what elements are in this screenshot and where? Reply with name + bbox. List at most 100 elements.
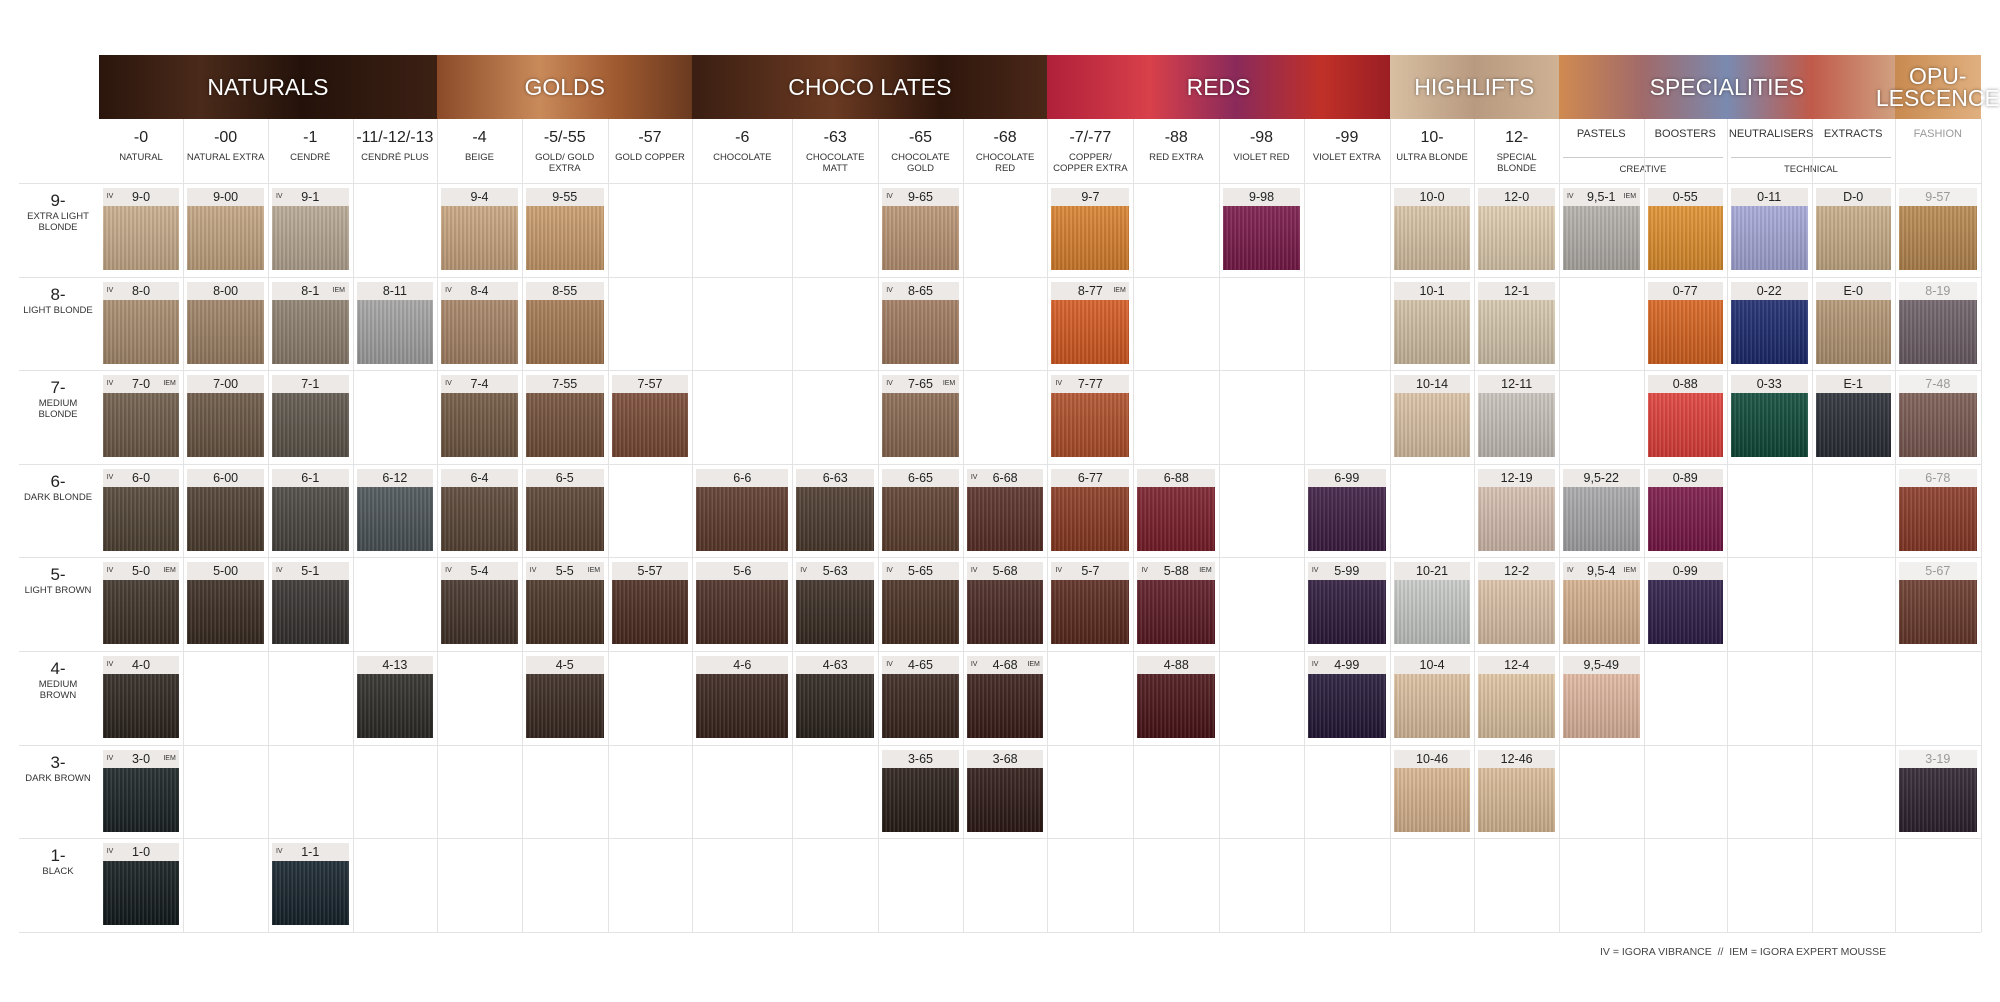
swatch-tag: IV [886, 380, 893, 388]
swatch-label: 7-4 [441, 375, 518, 394]
column-name: CHOCOLATE MATT [806, 152, 865, 174]
swatch-label: 0-77 [1647, 281, 1723, 300]
swatch [1898, 580, 1977, 645]
group-header: REDS [1047, 55, 1390, 119]
column-name: SPECIAL BLONDE [1496, 152, 1537, 174]
row-divider [19, 838, 1981, 840]
group-header: NATURALS [98, 55, 438, 119]
swatch-label: 6-99 [1307, 468, 1386, 487]
swatch [102, 861, 180, 926]
subgroup-label: TECHNICAL [1730, 157, 1891, 175]
swatch [1898, 206, 1977, 270]
column-code: -98 [1249, 129, 1274, 146]
column-code: -6 [735, 129, 750, 146]
swatch [1137, 674, 1216, 738]
swatch-label: 6-78 [1898, 468, 1977, 487]
swatch [525, 674, 604, 738]
swatch-tag: IV [886, 193, 893, 200]
row-name: EXTRA LIGHT BLONDE [27, 211, 89, 233]
swatch [1730, 393, 1808, 458]
column-code: -11/-12/-13 [356, 129, 434, 146]
swatch [611, 580, 689, 645]
swatch [525, 206, 604, 270]
column-code: 12- [1505, 129, 1529, 146]
column-code: -57 [638, 129, 662, 146]
swatch-label: 12-11 [1478, 375, 1555, 394]
group-header: GOLDS [437, 55, 693, 119]
swatch [441, 393, 518, 458]
swatch-label: 5-65 [882, 562, 959, 581]
swatch-tag: IV [970, 473, 978, 481]
swatch-label: 9-00 [187, 188, 264, 206]
column-divider [792, 119, 794, 932]
swatch-tag: IV [106, 754, 114, 762]
swatch [1223, 206, 1300, 270]
swatch-label: 9-7 [1051, 188, 1130, 206]
column-name: CHOCOLATE RED [975, 152, 1035, 174]
column-code: -1 [303, 129, 318, 146]
swatch-label: 0-88 [1647, 375, 1723, 394]
group-header: OPU-LESCENCE [1876, 55, 2000, 119]
swatch-tag: IEM [163, 380, 176, 388]
swatch-tag: IEM [332, 286, 346, 294]
column-divider [437, 119, 439, 932]
swatch-tag: IEM [163, 754, 176, 762]
column-divider [878, 119, 880, 932]
swatch-label: 4-6 [696, 656, 789, 674]
swatch [1647, 206, 1723, 270]
swatch [882, 674, 959, 738]
row-divider [19, 651, 1981, 652]
row-name: MEDIUM BROWN [38, 679, 78, 701]
swatch-tag: IV [970, 661, 978, 668]
swatch-label: 8-4 [441, 281, 518, 300]
row-name: MEDIUM BLONDE [38, 398, 78, 421]
swatch-label: 9-1 [271, 188, 349, 206]
column-name: BOOSTERS [1654, 128, 1716, 140]
swatch-tag: IV [275, 848, 283, 856]
swatch [796, 674, 875, 738]
row-level: 9- [50, 191, 66, 210]
swatch [271, 206, 349, 270]
swatch-tag: IEM [1027, 661, 1040, 668]
row-name: LIGHT BROWN [24, 585, 92, 597]
swatch [187, 580, 264, 645]
swatch-label: 5-0 [102, 562, 180, 581]
row-divider [19, 931, 1981, 933]
legend: IV = IGORA VIBRANCE // IEM = IGORA EXPER… [1600, 946, 1887, 958]
swatch-label: 4-65 [882, 656, 959, 674]
swatch-tag: IV [886, 661, 893, 668]
swatch [102, 393, 180, 458]
swatch-label: 0-33 [1730, 375, 1808, 394]
swatch-tag: IV [970, 567, 978, 575]
column-divider [521, 119, 523, 932]
column-name: NATURAL [119, 152, 163, 163]
swatch-label: 4-63 [796, 656, 875, 674]
swatch-label: 5-6 [696, 562, 789, 581]
swatch-tag: IV [1566, 567, 1574, 575]
column-divider [1133, 119, 1135, 932]
column-divider [1811, 119, 1813, 932]
swatch-label: 5-99 [1307, 562, 1386, 581]
swatch [882, 299, 959, 364]
swatch-label: 8-11 [356, 281, 434, 300]
row-level: 1- [50, 846, 66, 866]
swatch-label: 10-46 [1393, 749, 1471, 768]
swatch [966, 674, 1044, 738]
swatch [525, 299, 604, 364]
swatch [611, 393, 689, 458]
swatch-label: 6-1 [271, 468, 349, 487]
swatch [1307, 486, 1386, 551]
swatch-tag: IV [1566, 193, 1574, 200]
swatch-label: D-0 [1815, 188, 1891, 206]
swatch-label: 6-12 [356, 468, 434, 487]
column-name: VIOLET EXTRA [1312, 152, 1381, 163]
swatch [1562, 486, 1640, 551]
swatch-tag: IEM [1623, 567, 1637, 575]
swatch [1815, 206, 1891, 270]
swatch-label: 1-0 [102, 843, 180, 862]
swatch-label: 5-67 [1898, 562, 1977, 581]
swatch [1393, 580, 1471, 645]
swatch [1815, 393, 1891, 458]
swatch-tag: IV [1311, 661, 1319, 668]
